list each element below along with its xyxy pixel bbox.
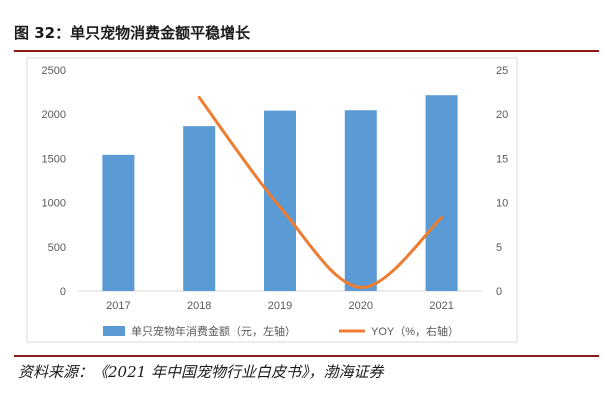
right-tick-label: 0: [496, 286, 502, 298]
source-rule: [14, 355, 599, 357]
left-tick-label: 500: [48, 242, 66, 254]
legend-bar-swatch: [103, 326, 125, 336]
bar: [183, 126, 216, 291]
legend: 单只宠物年消费金额（元，左轴） YOY（%，右轴）: [103, 324, 459, 338]
figure-title: 图 32：单只宠物消费金额平稳增长: [14, 24, 251, 42]
right-tick-label: 15: [496, 153, 508, 165]
x-tick-label: 2019: [268, 300, 292, 312]
bar: [425, 95, 458, 291]
right-tick-label: 20: [496, 109, 508, 121]
yoy-line: [197, 95, 444, 289]
right-tick-label: 25: [496, 65, 508, 77]
left-tick-label: 1000: [42, 198, 66, 210]
right-axis: 0 5 10 15 20 25: [496, 65, 508, 298]
x-axis: 2017 2018 2019 2020 2021: [106, 300, 454, 312]
right-tick-label: 10: [496, 198, 508, 210]
left-tick-label: 2000: [42, 109, 66, 121]
left-tick-label: 2500: [42, 65, 66, 77]
x-tick-label: 2020: [349, 300, 373, 312]
x-tick-label: 2017: [106, 300, 130, 312]
left-axis: 0 500 1000 1500 2000 2500: [42, 65, 66, 298]
source-note: 资料来源：《2021 年中国宠物行业白皮书》，渤海证券: [18, 363, 384, 381]
legend-line-label: YOY（%，右轴）: [371, 324, 459, 338]
right-tick-label: 5: [496, 242, 502, 254]
bar: [264, 110, 296, 291]
x-tick-label: 2018: [187, 300, 211, 312]
chart-frame: [26, 57, 518, 343]
left-tick-label: 1500: [42, 153, 66, 165]
bar: [102, 154, 135, 291]
x-tick-label: 2021: [429, 300, 453, 312]
bar: [344, 110, 377, 291]
title-rule: [14, 50, 599, 52]
left-tick-label: 0: [60, 286, 66, 298]
legend-bar-label: 单只宠物年消费金额（元，左轴）: [131, 324, 296, 338]
bar-series: [102, 95, 458, 291]
